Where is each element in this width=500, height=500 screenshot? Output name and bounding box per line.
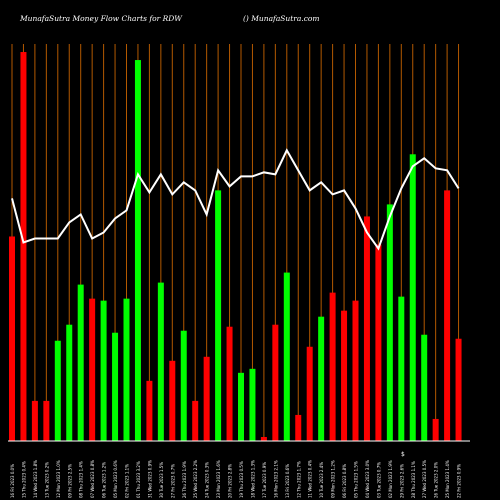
x-tick-label: 28 Thu 2023 1.1%: [411, 461, 416, 498]
x-axis-labels: 16 Fri 2023 0.0% 15 Thu 2023 0.4% 14 Wed 2…: [10, 451, 462, 498]
bar-down: [260, 436, 267, 441]
bar-down: [272, 324, 279, 441]
x-tick-label: 10 Tue 2023 2.4%: [319, 462, 324, 498]
site-credit: () MunafaSutra.com: [243, 14, 320, 23]
x-tick-label: 09 Fri 2023 2.5%: [67, 464, 72, 498]
bar-down: [9, 236, 15, 441]
bar-up: [100, 300, 107, 441]
x-tick-label: 26 Thu 2023 1.9%: [182, 461, 187, 498]
bar-down: [20, 52, 27, 441]
bar-down: [146, 380, 153, 441]
x-tick-label: 06 Tue 2023 1.2%: [102, 462, 107, 498]
bar-up: [249, 368, 256, 441]
bar-down: [432, 418, 439, 441]
bar-down: [363, 216, 370, 441]
x-tick-label: 17 Tue 2023 0.9%: [262, 462, 267, 498]
x-tick-label: 24 Tue 2023 0.3%: [205, 462, 210, 498]
x-tick-label: 09 Mon 2023 1.2%: [331, 460, 336, 498]
bar-up: [112, 332, 119, 441]
x-tick-label: 16 Mon 2023 2.1%: [273, 460, 278, 498]
bar-down: [43, 400, 50, 441]
x-tick-label: 06 Fri 2023 0.8%: [342, 464, 347, 498]
x-tick-label: 20 Fri 2023 2.8%: [228, 464, 233, 498]
bar-down: [375, 244, 382, 441]
bar-up: [398, 296, 405, 441]
x-tick-label: 27 Wed 2023 0.5%: [422, 460, 427, 498]
bar-up: [77, 284, 84, 441]
x-tick-label: 26 Tue 2023 2.0%: [434, 462, 439, 498]
bar-down: [329, 292, 336, 441]
bar-up: [215, 190, 222, 441]
x-tick-label: 31 Wed 2023 0.9%: [147, 460, 152, 498]
extra-marker: $: [401, 451, 405, 458]
x-tick-label: 13 Tue 2023 0.2%: [44, 462, 49, 498]
bar-down: [226, 326, 233, 441]
x-tick-label: 12 Mon 2023 1.0%: [56, 460, 61, 498]
bar-up: [157, 282, 164, 441]
bar-down: [89, 298, 96, 441]
bar-down: [203, 356, 210, 441]
x-tick-label: 07 Wed 2023 0.8%: [90, 460, 95, 498]
x-tick-label: 03 Tue 2023 0.7%: [376, 462, 381, 498]
bar-down: [455, 338, 462, 441]
x-tick-label: 11 Wed 2023 0.4%: [308, 460, 313, 498]
x-tick-label: 18 Wed 2023 1.3%: [250, 460, 255, 498]
bar-down: [352, 300, 359, 441]
bar-up: [180, 330, 187, 441]
bar-down: [192, 400, 199, 441]
x-tick-label: 08 Thu 2023 1.4%: [79, 461, 84, 498]
bar-down: [341, 310, 348, 441]
x-tick-label: 02 Mon 2023 1.9%: [388, 460, 393, 498]
bar-up: [386, 204, 393, 441]
x-tick-label: 04 Wed 2023 3.0%: [365, 460, 370, 498]
x-tick-label: 16 Fri 2023 0.0%: [10, 464, 15, 498]
bar-down: [444, 190, 451, 441]
bar-down: [295, 414, 302, 441]
x-tick-label: 01 Thu 2023 3.2%: [136, 461, 141, 498]
x-tick-label: 13 Fri 2023 0.6%: [285, 464, 290, 498]
bar-up: [66, 324, 73, 441]
bar-down: [31, 400, 38, 441]
bar-up: [123, 298, 130, 441]
x-tick-label: 25 Mon 2023 1.4%: [445, 460, 450, 498]
x-tick-label: 30 Tue 2023 1.5%: [159, 462, 164, 498]
bar-up: [283, 272, 290, 441]
x-tick-label: 05 Thu 2023 1.5%: [354, 461, 359, 498]
x-tick-label: 02 Fri 2023 1.1%: [125, 464, 130, 498]
bars: [9, 52, 462, 442]
x-tick-label: 27 Fri 2023 0.7%: [170, 464, 175, 498]
bar-up: [134, 60, 141, 442]
bar-up: [421, 334, 428, 441]
x-tick-label: 14 Wed 2023 1.8%: [33, 460, 38, 498]
chart-title: MunafaSutra Money Flow Charts for RDW: [20, 14, 182, 23]
bar-up: [54, 340, 61, 441]
x-tick-label: 22 Fri 2023 0.9%: [457, 464, 462, 498]
x-tick-label: 15 Thu 2023 0.4%: [21, 461, 26, 498]
x-tick-label: 19 Thu 2023 0.5%: [239, 461, 244, 498]
money-flow-line: [11, 148, 460, 251]
bar-up: [409, 154, 416, 441]
x-tick-label: 23 Mon 2023 1.6%: [216, 460, 221, 498]
x-tick-label: 25 Wed 2023 2.2%: [193, 460, 198, 498]
bar-up: [238, 372, 244, 441]
money-flow-line-path: [11, 148, 460, 251]
x-tick-label: 29 Fri 2023 2.6%: [399, 464, 404, 498]
bar-down: [306, 346, 313, 441]
bar-down: [169, 360, 176, 441]
x-tick-label: 05 Mon 2023 0.6%: [113, 460, 118, 498]
bar-up: [318, 316, 325, 441]
x-tick-label: 12 Thu 2023 1.7%: [296, 461, 301, 498]
